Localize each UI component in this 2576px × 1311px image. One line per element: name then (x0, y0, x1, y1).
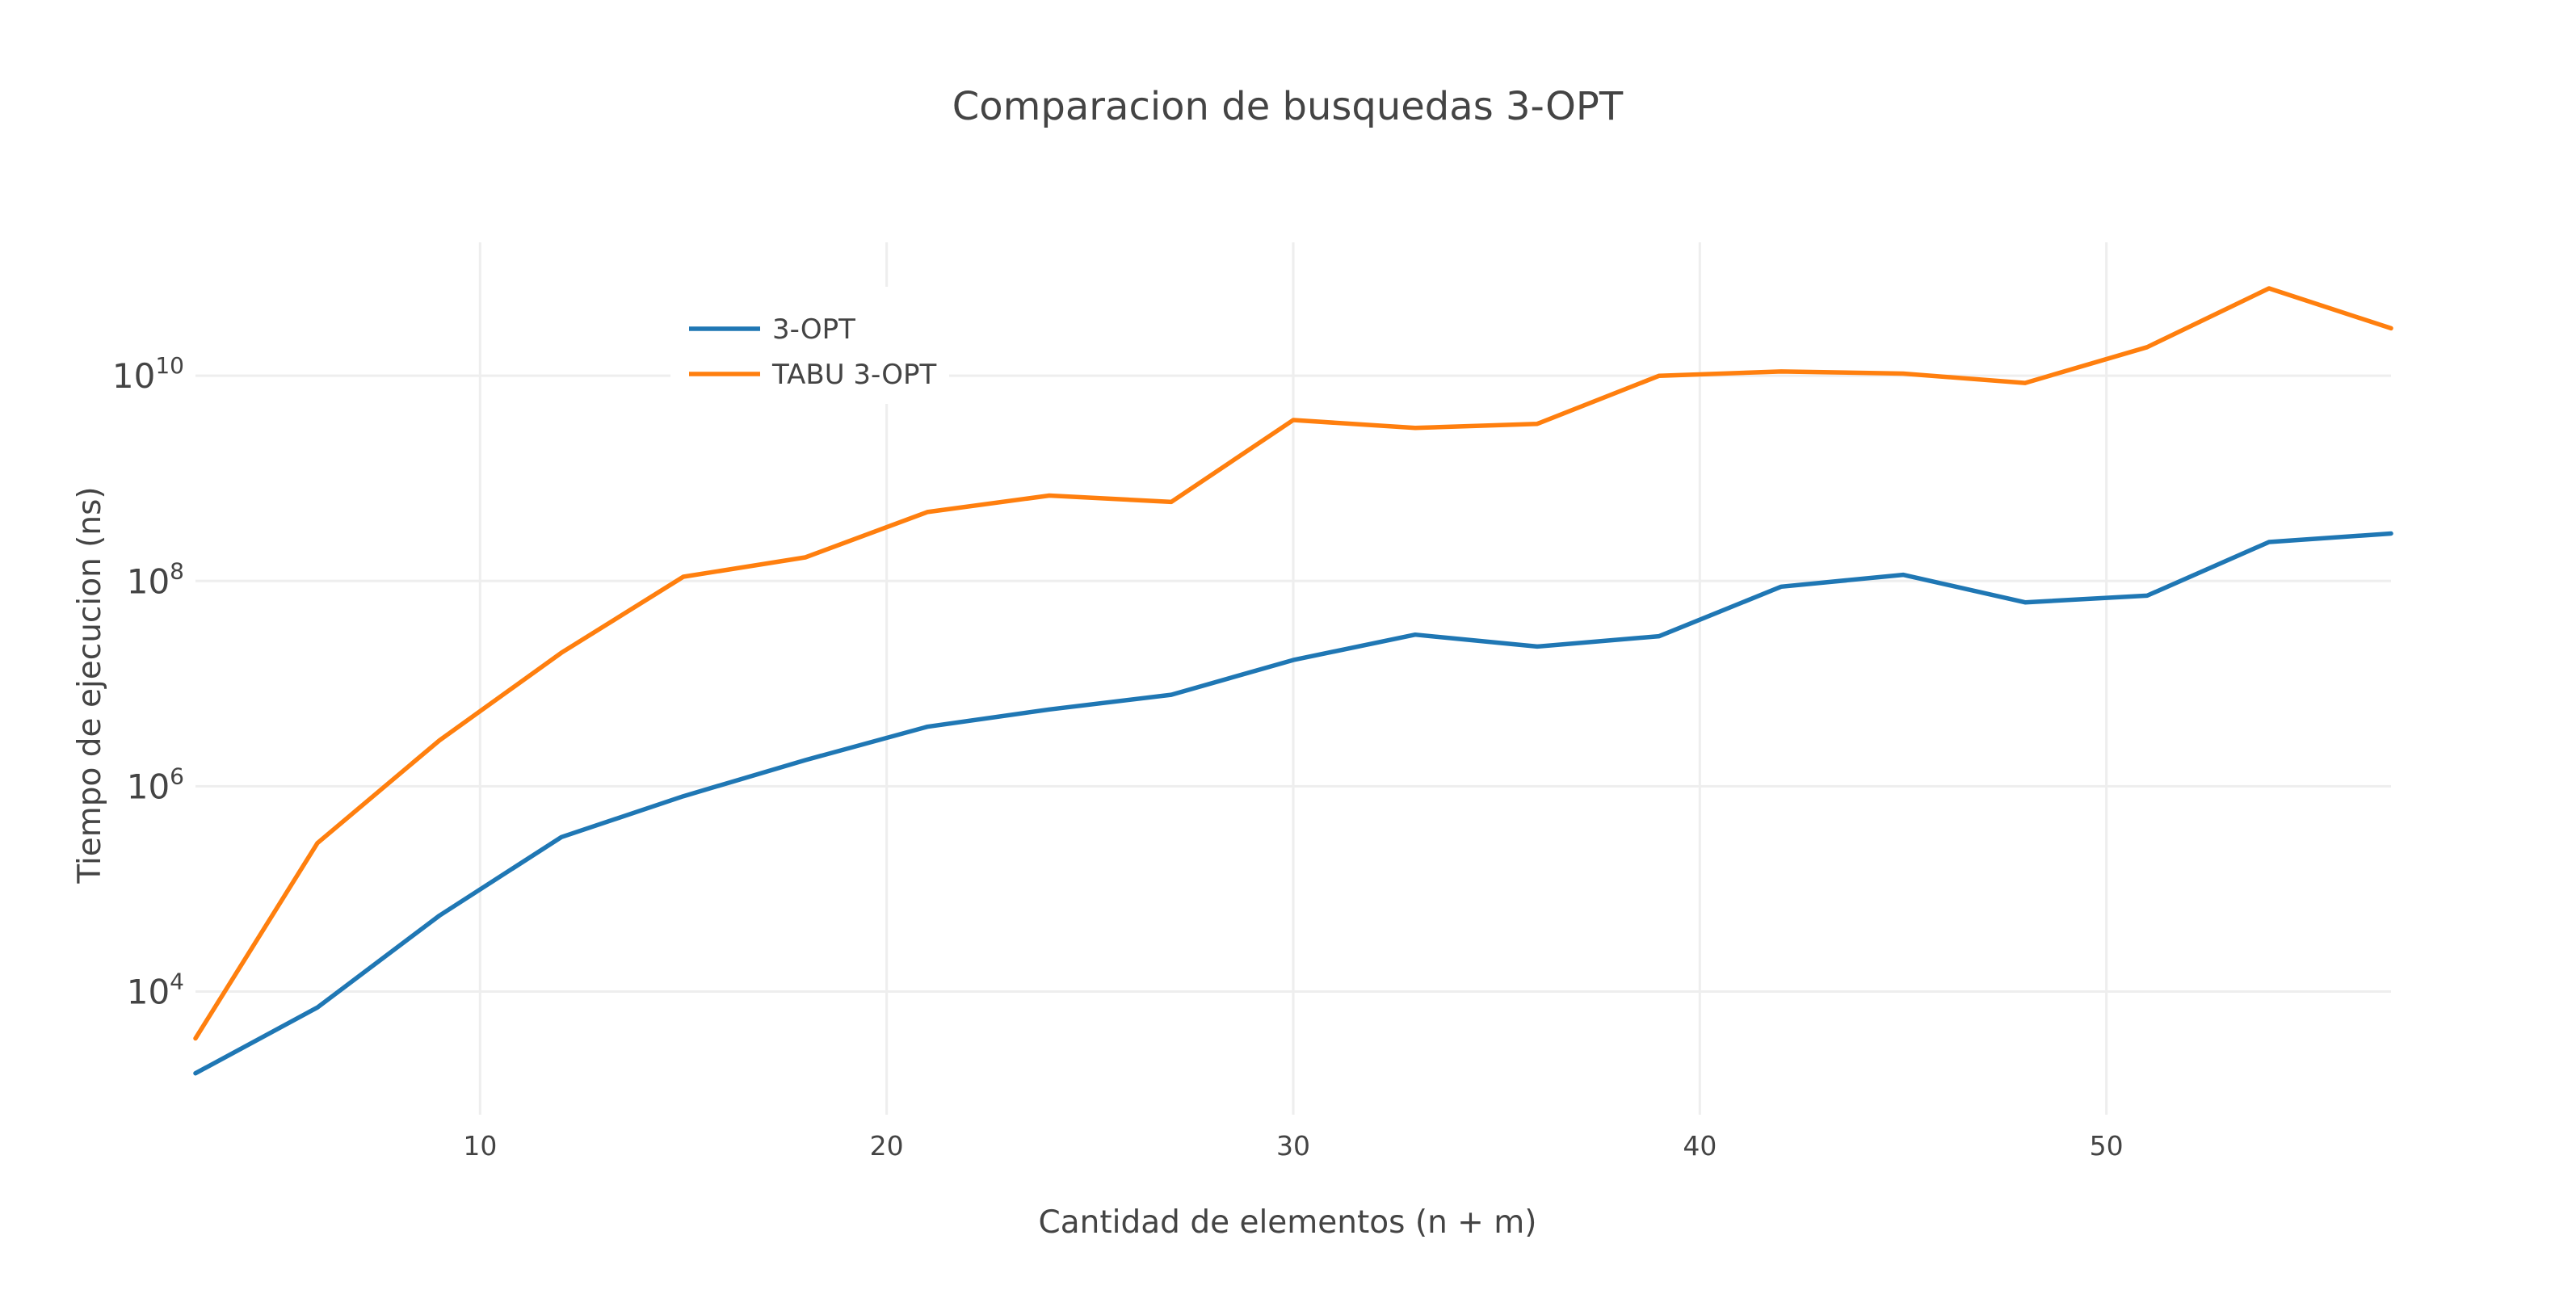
y-tick-label: 106 (127, 763, 184, 806)
y-tick-exponent: 8 (170, 557, 184, 584)
y-tick-exponent: 10 (155, 352, 184, 379)
plot-area (193, 286, 2393, 1076)
legend: 3-OPT TABU 3-OPT (670, 287, 949, 404)
legend-background (670, 287, 949, 404)
x-axis-ticks: 10 20 30 40 50 (463, 1130, 2123, 1162)
y-tick-base: 10 (127, 767, 170, 806)
legend-label-1: 3-OPT (772, 313, 855, 346)
y-tick-label: 1010 (112, 352, 184, 396)
y-tick-base: 10 (112, 356, 155, 396)
x-tick-label: 40 (1683, 1130, 1717, 1162)
series-line-1 (193, 531, 2393, 1076)
x-tick-label: 30 (1276, 1130, 1310, 1162)
y-axis-title: Tiempo de ejecucion (ns) (72, 486, 108, 884)
y-tick-label: 108 (127, 557, 184, 601)
x-tick-label: 10 (463, 1130, 497, 1162)
y-tick-label: 104 (127, 969, 184, 1012)
y-tick-base: 10 (127, 973, 170, 1012)
x-tick-label: 20 (870, 1130, 904, 1162)
x-tick-label: 50 (2090, 1130, 2124, 1162)
chart-title: Comparacion de busquedas 3-OPT (952, 84, 1624, 129)
y-tick-exponent: 4 (170, 969, 184, 995)
x-axis-title: Cantidad de elementos (n + m) (1039, 1204, 1537, 1241)
y-tick-exponent: 6 (170, 763, 184, 789)
legend-label-2: TABU 3-OPT (771, 359, 937, 391)
series-line-2 (193, 286, 2393, 1041)
y-tick-base: 10 (127, 561, 170, 601)
